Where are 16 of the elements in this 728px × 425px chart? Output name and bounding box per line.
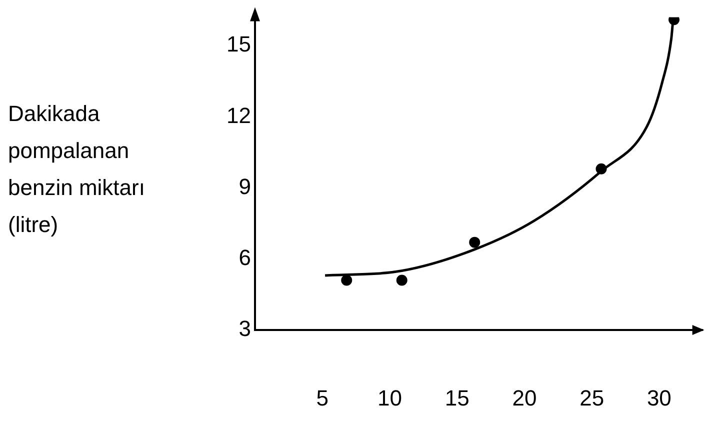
point <box>396 274 408 286</box>
point <box>341 274 352 286</box>
y-tick-label: 15 <box>226 32 251 57</box>
y-axis-title: Dakikada pompalanan benzin miktarı (litre) <box>8 100 146 239</box>
point <box>469 236 480 248</box>
x-tick-label: 10 <box>377 385 402 410</box>
y-tick-label: 9 <box>238 174 251 199</box>
point <box>596 163 607 174</box>
y-tick-label: 6 <box>238 244 251 270</box>
y-tick-label: 12 <box>226 102 251 128</box>
x-tick-label: 25 <box>580 385 604 410</box>
y-tick-label: 3 <box>238 316 251 342</box>
x-tick-label: 15 <box>444 385 470 410</box>
x-tick-label: 20 <box>512 385 537 410</box>
x-tick-label: 5 <box>316 385 328 410</box>
x-tick-label: 30 <box>646 385 672 410</box>
